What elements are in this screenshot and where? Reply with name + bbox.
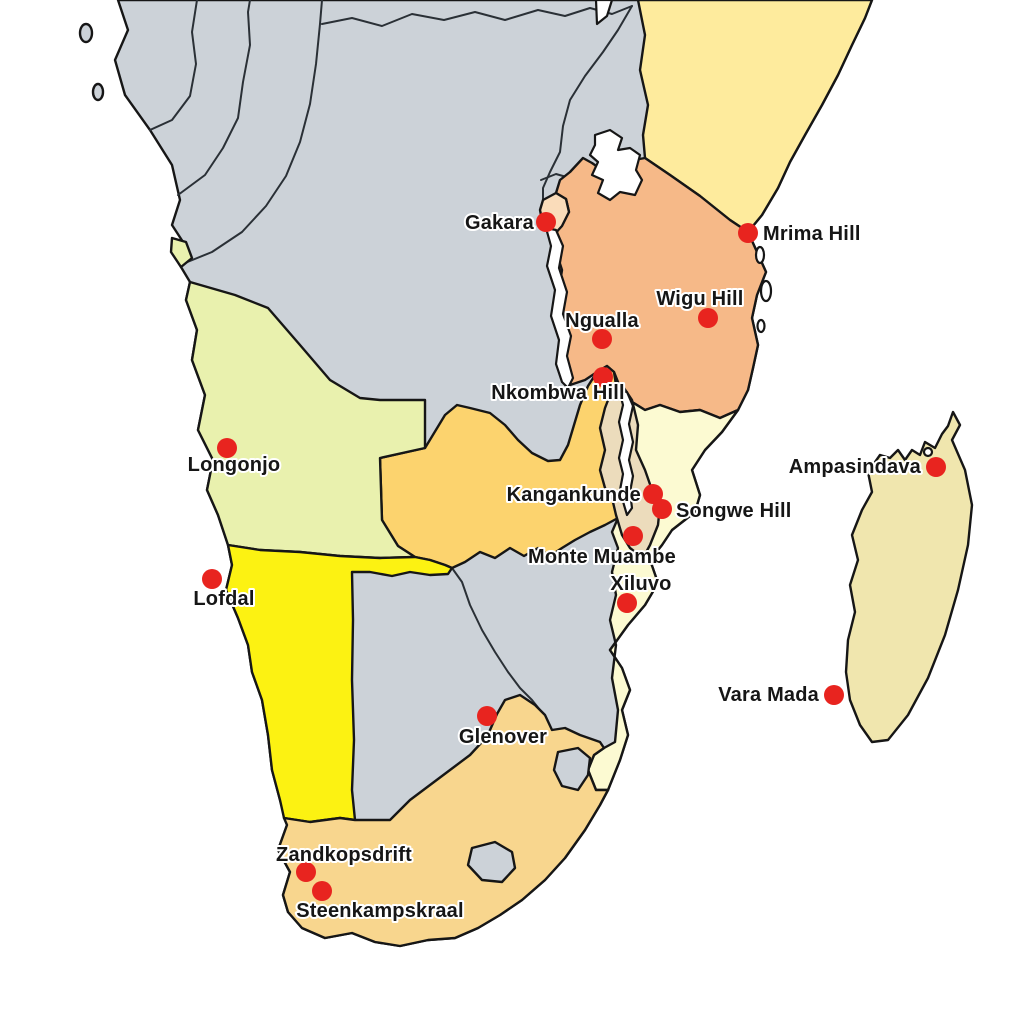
site-label: Zandkopsdrift — [276, 844, 412, 866]
site-marker-dot[interactable] — [296, 862, 316, 882]
site-label: Gakara — [465, 212, 535, 234]
border-drc-uganda-rwanda — [542, 5, 633, 201]
site-label: Monte Muambe — [528, 546, 676, 568]
site-marker-dot[interactable] — [477, 706, 497, 726]
site-label: Xiluvo — [610, 573, 671, 595]
border-congo-drc — [179, 0, 323, 266]
region-kenya — [636, 0, 874, 234]
border-gabon — [149, 0, 198, 131]
site-marker-dot[interactable] — [536, 212, 556, 232]
site-label: Glenover — [459, 726, 547, 748]
site-ngualla[interactable]: Ngualla — [563, 308, 641, 349]
site-marker-dot[interactable] — [202, 569, 222, 589]
site-zandkopsdrift[interactable]: Zandkopsdrift — [274, 842, 414, 882]
site-ampasindava[interactable]: Ampasindava — [787, 454, 946, 480]
site-marker-dot[interactable] — [592, 329, 612, 349]
border-congo — [177, 0, 251, 196]
site-lofdal[interactable]: Lofdal — [191, 569, 256, 612]
site-songwe-hill[interactable]: Songwe Hill — [652, 498, 793, 524]
site-vara-mada[interactable]: Vara Mada — [716, 682, 844, 708]
site-marker-dot[interactable] — [617, 593, 637, 613]
site-marker-dot[interactable] — [698, 308, 718, 328]
site-kangankunde[interactable]: Kangankunde — [505, 482, 663, 508]
site-label: Steenkampskraal — [296, 900, 464, 922]
island-mafia — [756, 318, 766, 334]
island-nosy-be — [922, 446, 934, 458]
site-label: Wigu Hill — [656, 288, 743, 310]
lakes — [544, 0, 644, 517]
island-pemba — [754, 245, 766, 265]
highlighted-regions — [169, 0, 974, 948]
site-marker-dot[interactable] — [623, 526, 643, 546]
site-steenkampskraal[interactable]: Steenkampskraal — [294, 881, 466, 924]
site-longonjo[interactable]: Longonjo — [186, 438, 282, 478]
site-marker-dot[interactable] — [652, 499, 672, 519]
site-label: Mrima Hill — [763, 223, 861, 245]
border-botswana-zimbabwe — [451, 567, 541, 711]
region-cabinda — [169, 236, 194, 269]
site-monte-muambe[interactable]: Monte Muambe — [526, 526, 678, 570]
site-marker-dot[interactable] — [593, 367, 613, 387]
interior-borders — [149, 0, 633, 711]
site-label: Ampasindava — [789, 456, 922, 478]
site-nkombwa-hill[interactable]: Nkombwa Hill — [489, 367, 627, 406]
coastal-islands — [754, 245, 934, 458]
site-glenover[interactable]: Glenover — [457, 706, 549, 750]
site-label: Nkombwa Hill — [491, 382, 625, 404]
region-lesotho — [466, 840, 517, 884]
lake-victoria — [588, 128, 644, 202]
region-madagascar — [844, 410, 974, 744]
site-marker-dot[interactable] — [643, 484, 663, 504]
lake-malawi — [617, 388, 635, 517]
border-car-southsudan — [321, 5, 633, 27]
site-mrima-hill[interactable]: Mrima Hill — [738, 221, 862, 247]
site-gakara[interactable]: Gakara — [463, 210, 556, 236]
site-marker-dot[interactable] — [312, 881, 332, 901]
island-saotome — [91, 82, 105, 102]
island-bioko — [78, 22, 94, 44]
site-marker-dot[interactable] — [738, 223, 758, 243]
site-label: Ngualla — [565, 310, 639, 332]
site-wigu-hill[interactable]: Wigu Hill — [654, 286, 745, 328]
region-swaziland — [552, 746, 592, 792]
site-label: Vara Mada — [718, 684, 819, 706]
site-label: Kangankunde — [507, 484, 641, 506]
region-namibia — [224, 543, 454, 824]
site-marker-dot[interactable] — [217, 438, 237, 458]
sites-layer: Gakara Mrima Hill Wigu Hill Ngualla Nkombwa … — [186, 210, 946, 924]
site-marker-dot[interactable] — [926, 457, 946, 477]
site-xiluvo[interactable]: Xiluvo — [608, 571, 673, 613]
site-label: Lofdal — [193, 588, 254, 610]
lake-albert — [594, 0, 614, 26]
lake-tanganyika — [544, 226, 575, 390]
island-zanzibar — [759, 279, 773, 303]
site-marker-dot[interactable] — [824, 685, 844, 705]
site-label: Songwe Hill — [676, 500, 792, 522]
site-label: Longonjo — [188, 454, 281, 476]
